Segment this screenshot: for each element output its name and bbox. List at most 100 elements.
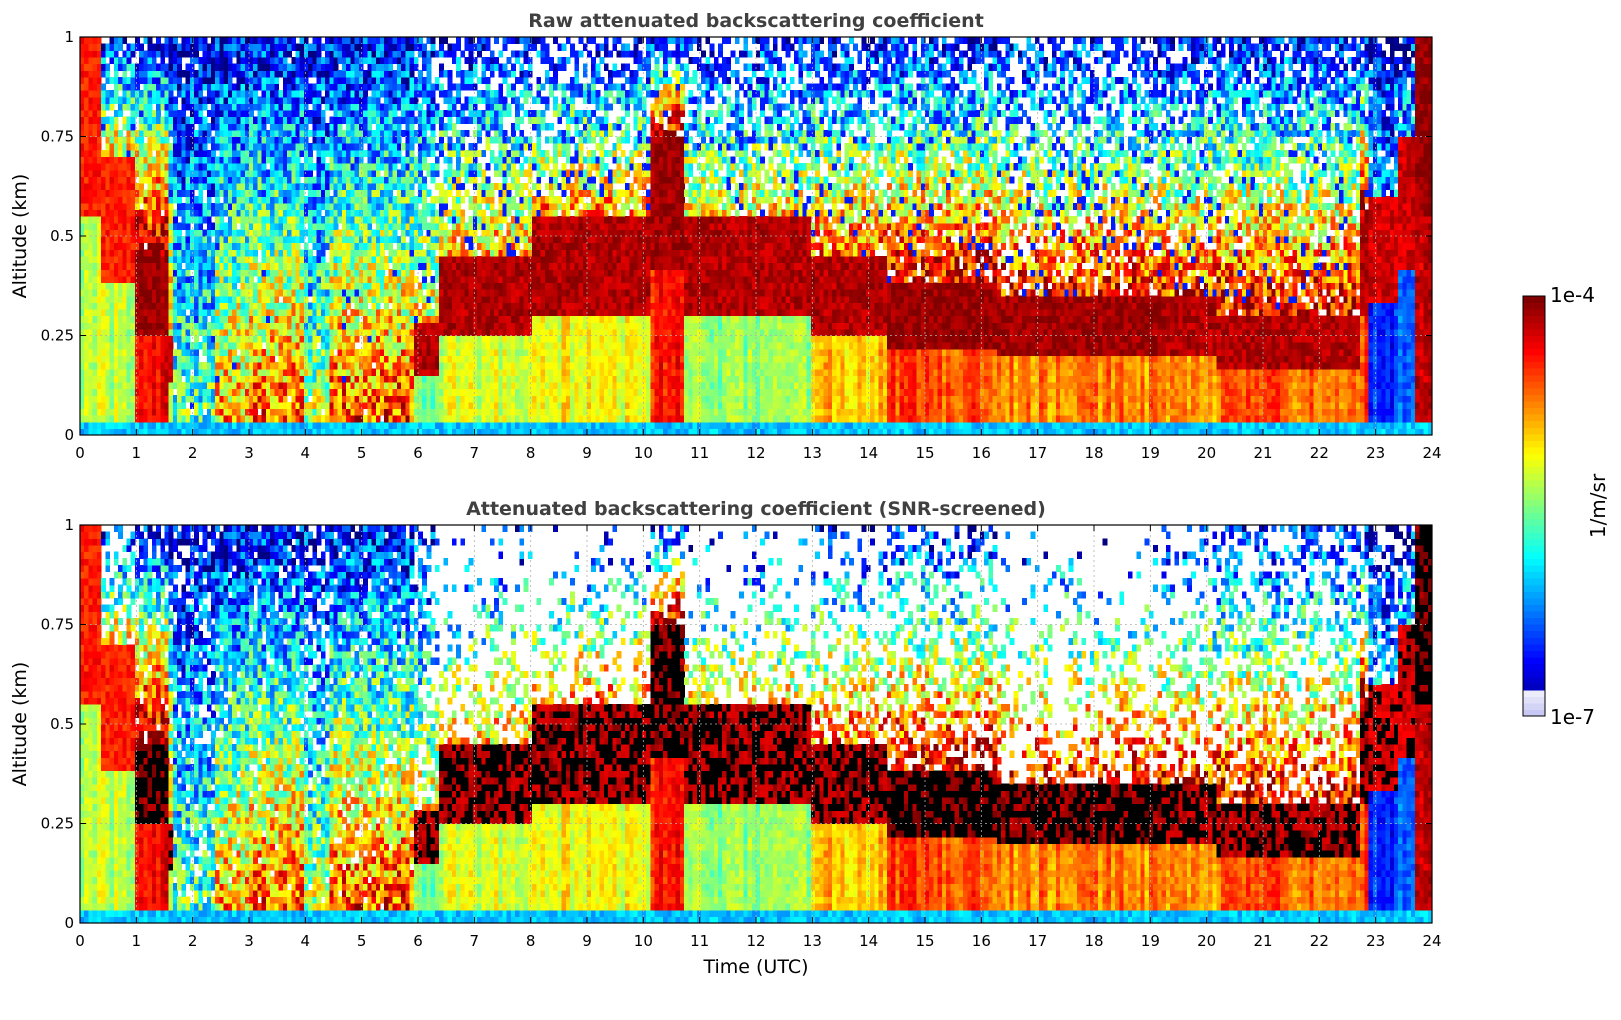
x-tick-label: 18: [1084, 932, 1103, 950]
colorbar-swatch: [1523, 551, 1545, 559]
x-tick-label: 9: [582, 444, 592, 462]
colorbar-swatch: [1523, 433, 1545, 441]
x-tick-label: 14: [859, 444, 878, 462]
x-tick-label: 2: [188, 444, 198, 462]
x-tick-label: 17: [1028, 932, 1047, 950]
colorbar-swatch: [1523, 643, 1545, 651]
colorbar-swatch: [1523, 473, 1545, 481]
colorbar-swatch: [1523, 630, 1545, 638]
colorbar-swatch: [1523, 296, 1545, 304]
x-tick-label: 9: [582, 932, 592, 950]
colorbar-frame: [1522, 295, 1546, 717]
colorbar-swatch: [1523, 309, 1545, 317]
y-tick-label: 0.75: [41, 616, 74, 634]
x-tick-label: 16: [972, 444, 991, 462]
y-tick-label: 1: [64, 28, 74, 46]
colorbar-swatch: [1523, 453, 1545, 461]
x-tick-label: 2: [188, 932, 198, 950]
colorbar-swatch: [1523, 446, 1545, 454]
colorbar-swatch: [1523, 420, 1545, 428]
x-tick-label: 11: [690, 932, 709, 950]
x-tick-label: 7: [470, 444, 480, 462]
x-tick-label: 20: [1197, 932, 1216, 950]
y-tick-label: 0.25: [41, 815, 74, 833]
colorbar-unit-label: 1/m/sr: [1586, 473, 1610, 538]
colorbar-swatch: [1523, 689, 1545, 697]
colorbar-swatch: [1523, 499, 1545, 507]
colorbar-swatch: [1523, 578, 1545, 586]
x-tick-label: 23: [1366, 444, 1385, 462]
x-tick-label: 5: [357, 932, 367, 950]
x-tick-label: 16: [972, 932, 991, 950]
x-tick-label: 23: [1366, 932, 1385, 950]
raw-backscatter-panel: 0 1 2 3 4 5 6 7 8 9 10 11 12 13 14 15 16 17 18 19 20 21 22 23 24…: [9, 10, 1442, 462]
colorbar-swatch: [1523, 479, 1545, 487]
colorbar-swatch: [1523, 506, 1545, 514]
x-tick-label: 18: [1084, 444, 1103, 462]
colorbar-swatch: [1523, 440, 1545, 448]
x-tick-label: 8: [526, 932, 536, 950]
x-tick-label: 12: [746, 932, 765, 950]
colorbar-swatch: [1523, 532, 1545, 540]
colorbar-swatch: [1523, 538, 1545, 546]
colorbar-swatch: [1523, 361, 1545, 369]
colorbar-swatch: [1523, 525, 1545, 533]
colorbar-swatch: [1523, 558, 1545, 566]
colorbar-swatch: [1523, 492, 1545, 500]
colorbar-swatch: [1523, 683, 1545, 691]
x-tick-label: 4: [301, 932, 311, 950]
colorbar-swatch: [1523, 427, 1545, 435]
y-tick-label: 0.5: [50, 715, 74, 733]
y-tick-label: 1: [64, 516, 74, 534]
colorbar-swatch: [1523, 414, 1545, 422]
y-axis-label: Altitude (km): [9, 174, 31, 299]
colorbar-swatch: [1523, 401, 1545, 409]
colorbar-swatch: [1523, 584, 1545, 592]
colorbar-swatch: [1523, 348, 1545, 356]
y-axis-label: Altitude (km): [9, 662, 31, 787]
x-tick-label: 1: [132, 932, 142, 950]
colorbar-swatch: [1523, 611, 1545, 619]
y-tick-label: 0.5: [50, 227, 74, 245]
colorbar-swatch: [1523, 663, 1545, 671]
x-tick-label: 12: [746, 444, 765, 462]
colorbar-swatch: [1523, 696, 1545, 704]
colorbar-swatch: [1523, 407, 1545, 415]
x-tick-label: 0: [75, 444, 85, 462]
colorbar-max-label: 1e-4: [1550, 283, 1595, 307]
chart-title: Raw attenuated backscattering coefficien…: [528, 10, 984, 32]
x-tick-label: 24: [1422, 444, 1441, 462]
colorbar-swatch: [1523, 545, 1545, 553]
x-tick-label: 14: [859, 932, 878, 950]
x-tick-label: 20: [1197, 444, 1216, 462]
x-tick-label: 6: [413, 444, 423, 462]
colorbar-swatch: [1523, 519, 1545, 527]
x-tick-label: 11: [690, 444, 709, 462]
x-tick-label: 15: [915, 444, 934, 462]
colorbar: 1e-4 1e-7 1/m/sr: [1522, 283, 1610, 729]
colorbar-swatch: [1523, 381, 1545, 389]
x-tick-label: 4: [301, 444, 311, 462]
colorbar-swatch: [1523, 486, 1545, 494]
colorbar-swatch: [1523, 315, 1545, 323]
colorbar-swatch: [1523, 617, 1545, 625]
y-tick-label: 0: [64, 426, 74, 444]
x-tick-label: 22: [1310, 444, 1329, 462]
colorbar-swatch: [1523, 624, 1545, 632]
y-tick-label: 0.75: [41, 128, 74, 146]
x-tick-label: 7: [470, 932, 480, 950]
colorbar-swatch: [1523, 702, 1545, 710]
colorbar-swatch: [1523, 322, 1545, 330]
colorbar-swatch: [1523, 565, 1545, 573]
colorbar-swatch: [1523, 466, 1545, 474]
x-tick-label: 15: [915, 932, 934, 950]
colorbar-swatch: [1523, 637, 1545, 645]
colorbar-swatch: [1523, 368, 1545, 376]
colorbar-swatch: [1523, 341, 1545, 349]
colorbar-swatch: [1523, 394, 1545, 402]
colorbar-swatch: [1523, 328, 1545, 336]
colorbar-swatch: [1523, 302, 1545, 310]
x-tick-label: 1: [132, 444, 142, 462]
x-tick-label: 24: [1422, 932, 1441, 950]
